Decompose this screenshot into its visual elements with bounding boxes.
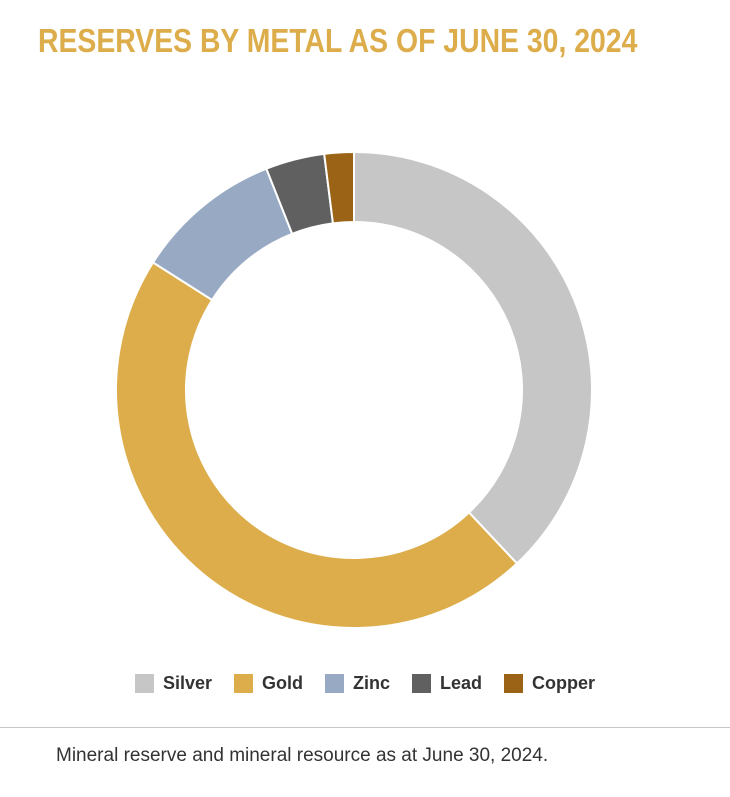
- donut-slice-gold: [115, 261, 519, 629]
- legend-item-lead: Lead: [412, 672, 482, 694]
- legend-item-silver: Silver: [134, 672, 212, 694]
- chart-legend: Silver Gold Zinc Lead Copper: [0, 672, 730, 694]
- legend-item-copper: Copper: [504, 672, 595, 694]
- donut-chart: [115, 150, 593, 629]
- donut-slice-silver: [353, 150, 593, 565]
- legend-item-gold: Gold: [234, 672, 303, 694]
- legend-label-copper: Copper: [532, 672, 596, 693]
- legend-swatch-silver: [134, 673, 154, 693]
- legend-label-zinc: Zinc: [353, 672, 391, 693]
- legend-swatch-copper: [504, 673, 524, 693]
- legend-item-zinc: Zinc: [325, 672, 390, 694]
- donut-slice-copper: [323, 150, 355, 225]
- chart-title: RESERVES BY METAL AS OF JUNE 30, 2024: [38, 22, 638, 59]
- legend-swatch-lead: [412, 673, 432, 693]
- legend-label-silver: Silver: [162, 672, 212, 693]
- legend-swatch-zinc: [325, 673, 344, 693]
- divider: [0, 727, 730, 728]
- legend-label-gold: Gold: [262, 672, 303, 693]
- legend-swatch-gold: [234, 673, 253, 693]
- legend-label-lead: Lead: [440, 672, 483, 693]
- chart-caption: Mineral reserve and mineral resource as …: [56, 745, 549, 766]
